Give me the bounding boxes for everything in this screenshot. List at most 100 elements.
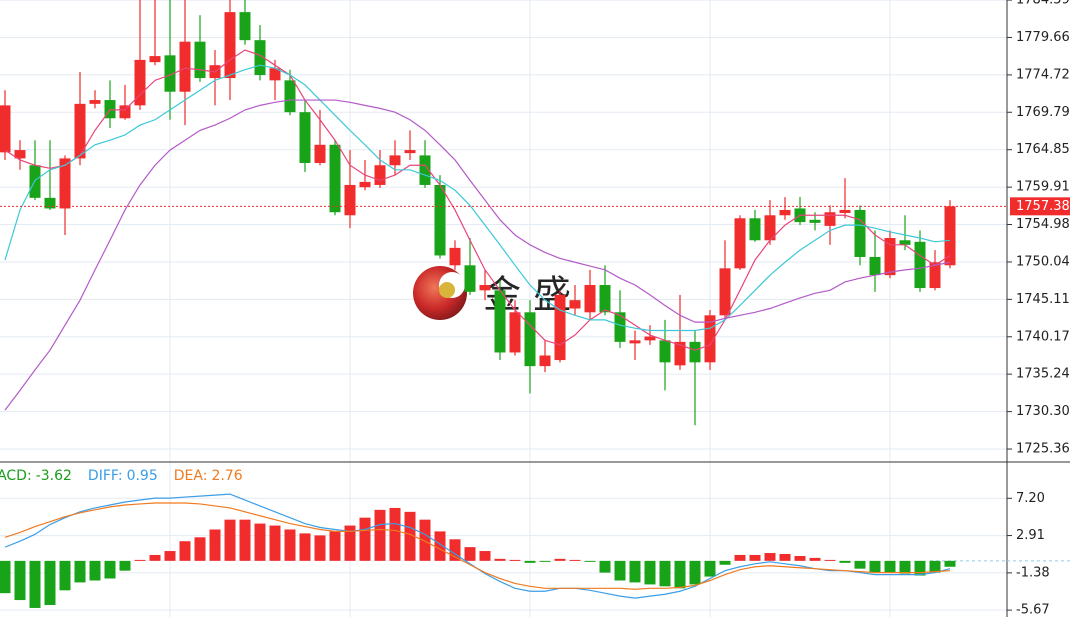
macd-bar	[524, 560, 536, 563]
candle-body	[239, 12, 251, 41]
legend-name: MACD:	[0, 468, 32, 484]
candle-body	[44, 197, 56, 209]
candle-body	[374, 165, 386, 185]
candle-body	[704, 315, 716, 363]
macd-bar	[404, 511, 416, 561]
macd-bar	[134, 559, 146, 561]
macd-bar	[14, 560, 26, 601]
macd-bar	[659, 560, 671, 587]
candle-body	[404, 150, 416, 154]
candle-body	[59, 158, 71, 209]
macd-bar	[944, 560, 956, 567]
macd-bar	[629, 560, 641, 583]
candle-body	[314, 144, 326, 163]
macd-bar	[89, 560, 101, 581]
ma-line	[4, 99, 951, 411]
macd-bar	[824, 559, 836, 561]
candle-body	[764, 215, 776, 241]
candle-body	[494, 290, 506, 353]
macd-bar	[239, 519, 251, 561]
macd-bar	[74, 560, 86, 583]
macd-bar	[584, 560, 596, 562]
legend-value: 2.76	[211, 468, 242, 484]
candle-body	[614, 312, 626, 342]
legend-name: DIFF:	[88, 468, 123, 484]
macd-bar	[269, 525, 281, 561]
candle-body	[299, 112, 311, 163]
macd-bar	[344, 525, 356, 561]
candle-body	[524, 312, 536, 367]
candle-body	[854, 209, 866, 257]
candle-body	[434, 184, 446, 256]
y-tick-label: 1759.91	[1016, 180, 1070, 195]
candle-body	[944, 206, 956, 266]
macd-bar	[644, 560, 656, 585]
macd-bar	[284, 529, 296, 561]
macd-bar	[374, 509, 386, 561]
candle-body	[104, 100, 116, 119]
candle-body	[599, 285, 611, 313]
macd-bar	[149, 554, 161, 561]
candle-body	[509, 312, 521, 353]
y-tick-label: 1774.72	[1016, 67, 1070, 82]
candle-body	[74, 103, 86, 159]
y-tick-label: 1754.98	[1016, 217, 1070, 232]
price-axis: 1784.59 1779.66 1774.72 1769.79 1764.85 1759.…	[1007, 0, 1070, 617]
macd-bar	[494, 558, 506, 561]
macd-bar	[449, 539, 461, 561]
macd-bar	[929, 560, 941, 573]
macd-bar	[164, 551, 176, 561]
y-tick-label: -1.38	[1016, 565, 1050, 580]
y-tick-label: 1725.36	[1016, 442, 1070, 457]
candle-body	[119, 105, 131, 119]
candle-body	[344, 184, 356, 216]
y-tick-label: 1740.17	[1016, 329, 1070, 344]
candle-body	[689, 341, 701, 363]
candle-body	[194, 41, 206, 79]
macd-bar	[59, 560, 71, 591]
candle-body	[134, 59, 146, 106]
y-tick-label: 1779.66	[1016, 30, 1070, 45]
candle-body	[419, 155, 431, 185]
candle-body	[164, 55, 176, 92]
candle-body	[539, 355, 551, 367]
macd-bar	[359, 517, 371, 561]
macd-bar	[194, 537, 206, 561]
candle-body	[779, 209, 791, 216]
macd-bar	[419, 519, 431, 561]
candle-body	[389, 155, 401, 166]
candle-body	[479, 285, 491, 291]
macd-bar	[809, 557, 821, 561]
candle-body	[329, 144, 341, 213]
candle-body	[149, 56, 161, 63]
y-tick-label: 1735.24	[1016, 367, 1070, 382]
macd-bar	[794, 555, 806, 561]
macd-bar	[614, 560, 626, 581]
candle-body	[449, 247, 461, 266]
macd-bar	[209, 529, 221, 561]
candle-body	[719, 268, 731, 316]
candle-body	[869, 256, 881, 276]
macd-bar	[104, 560, 116, 579]
macd-plot	[0, 493, 1007, 608]
macd-bar	[599, 560, 611, 573]
price-plot	[0, 0, 1007, 426]
candle-body	[674, 341, 686, 366]
legend-value: 0.95	[127, 468, 158, 484]
y-tick-label: 2.91	[1016, 528, 1045, 543]
macd-bar	[29, 560, 41, 608]
candle-body	[554, 294, 566, 361]
macd-bar	[749, 554, 761, 561]
y-tick-label: 1730.30	[1016, 404, 1070, 419]
candle-body	[89, 100, 101, 104]
y-tick-label: 1769.79	[1016, 105, 1070, 120]
candle-body	[224, 12, 236, 79]
ma-line	[4, 64, 951, 332]
macd-bar	[839, 560, 851, 563]
macd-bar	[299, 533, 311, 561]
macd-bar	[674, 560, 686, 589]
macd-bar	[0, 560, 11, 594]
macd-bar	[704, 560, 716, 577]
candle-body	[0, 105, 11, 153]
